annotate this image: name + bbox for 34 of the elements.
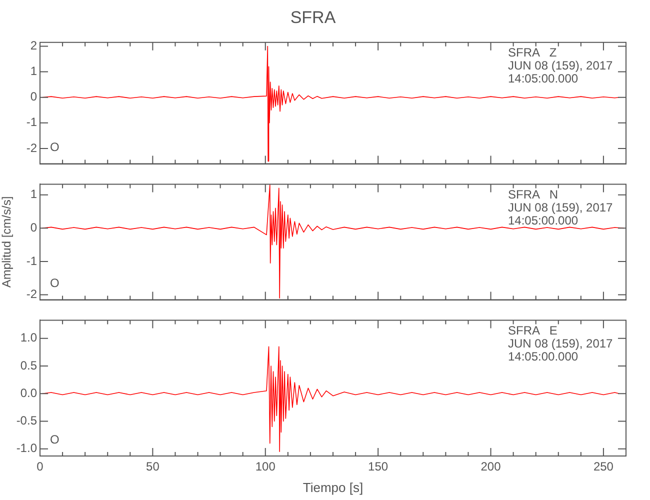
annotation: SFRA Z [508,46,557,60]
y-tick-label: -1.0 [16,441,38,456]
y-tick-label: 0.5 [20,358,38,372]
y-tick-label: -1 [26,115,38,130]
y-tick-label: -2 [26,287,38,302]
y-axis-title: Amplitud [cm/s/s] [0,196,14,288]
annotation: O [50,432,60,446]
y-tick-label: -0.5 [16,414,38,428]
x-tick-label: 150 [368,460,388,474]
y-tick-label: 1 [30,64,38,78]
annotation: JUN 08 (159), 2017 [508,336,614,351]
annotation: 14:05:00.000 [508,350,578,364]
y-tick-label: 1 [30,187,38,202]
y-tick-label: 0 [30,220,38,234]
annotation: 14:05:00.000 [508,214,578,228]
y-tick-label: 2 [30,38,38,53]
y-tick-label: 1.0 [20,330,38,345]
annotation: 14:05:00.000 [508,72,578,86]
x-tick-label: 50 [146,460,160,474]
x-tick-label: 250 [593,460,614,474]
x-tick-label: 100 [255,460,276,474]
annotation: O [50,276,60,290]
chart-title: SFRA [290,8,336,27]
x-axis-title: Tiempo [s] [302,480,364,495]
x-tick-label: 200 [480,460,502,474]
y-tick-label: -2 [26,140,38,155]
annotation: O [50,140,60,154]
y-tick-label: -1 [26,254,38,268]
annotation: JUN 08 (159), 2017 [508,200,614,215]
annotation: SFRA E [508,324,558,338]
annotation: SFRA N [508,188,558,202]
annotation: JUN 08 (159), 2017 [508,58,614,73]
y-tick-label: 0.0 [20,386,38,400]
y-tick-label: 0 [30,90,38,104]
